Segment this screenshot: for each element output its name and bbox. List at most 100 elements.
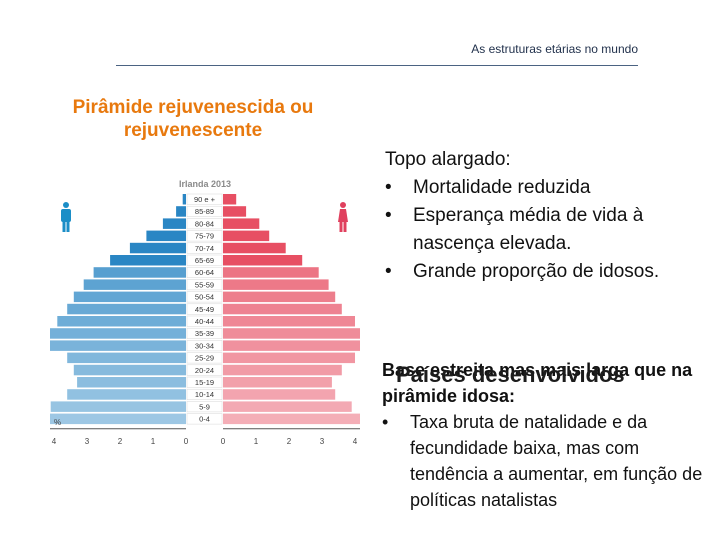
age-label-box: [186, 218, 223, 230]
female-bar: [223, 377, 332, 388]
female-bar: [223, 230, 270, 242]
age-group-label: 30-34: [195, 341, 214, 350]
header-divider: [116, 65, 638, 66]
bullet-icon: •: [385, 261, 392, 282]
age-label-box: [186, 364, 223, 376]
age-group-label: 10-14: [195, 390, 214, 399]
female-bar: [223, 328, 369, 339]
male-bar: [83, 279, 186, 290]
female-bar: [223, 218, 260, 229]
male-bar: [67, 389, 186, 400]
x-tick-label: 4: [52, 437, 57, 446]
male-bar: [73, 291, 186, 303]
female-bar: [223, 206, 247, 217]
age-label-box: [186, 291, 223, 303]
age-group-label: 55-59: [195, 280, 214, 289]
box1-bullet: Esperança média de vida à nascença eleva…: [413, 205, 644, 254]
female-bar: [223, 352, 355, 364]
box1-heading: Topo alargado:: [385, 149, 511, 170]
female-bar: [223, 389, 336, 400]
female-bar: [223, 316, 355, 327]
age-label-box: [186, 352, 223, 364]
female-bar: [223, 242, 286, 254]
section-title: Pirâmide rejuvenescida ou rejuvenescente: [72, 97, 314, 141]
x-tick-label: 3: [320, 437, 325, 446]
bullet-icon: •: [385, 205, 392, 226]
female-bar: [223, 340, 385, 351]
male-bar: [67, 352, 186, 364]
age-group-label: 0-4: [199, 415, 210, 424]
overlap-title: Países desenvolvidos: [396, 362, 625, 387]
unit-label: %: [54, 418, 61, 427]
male-bar: [67, 303, 186, 315]
x-tick-label: 2: [118, 437, 123, 446]
male-bar: [57, 316, 186, 327]
age-group-label: 85-89: [195, 207, 214, 216]
characteristics-box-top: Topo alargado: • Mortalidade reduzida • …: [385, 146, 715, 286]
pyramid-svg: Irlanda 2013 90 e + 85-89 80-84 75-79 70-74 6…: [19, 179, 391, 446]
age-group-label: 25-29: [195, 354, 214, 363]
age-group-label: 35-39: [195, 329, 214, 338]
bullet-icon: •: [385, 177, 392, 198]
female-bar: [223, 303, 342, 315]
box1-bullet: Grande proporção de idosos.: [413, 261, 660, 282]
list-item: • Mortalidade reduzida: [385, 174, 715, 202]
female-icon: [338, 202, 348, 232]
female-bar: [223, 291, 336, 303]
male-bar: [176, 206, 186, 217]
male-bar: [93, 267, 186, 278]
age-label-box: [186, 376, 223, 388]
age-label-box: [186, 242, 223, 254]
age-group-label: 15-19: [195, 378, 214, 387]
male-bar: [129, 242, 186, 254]
male-bar: [162, 218, 186, 229]
x-tick-label: 1: [254, 437, 259, 446]
age-label-box: [186, 340, 223, 352]
list-item: • Taxa bruta de natalidade e da fecundid…: [382, 409, 717, 513]
age-group-label: 40-44: [195, 317, 214, 326]
x-tick-label: 3: [85, 437, 90, 446]
male-bar: [182, 194, 186, 205]
female-bar: [223, 413, 362, 425]
age-group-label: 75-79: [195, 232, 214, 241]
male-bar: [110, 255, 186, 266]
age-group-label: 5-9: [199, 402, 210, 411]
bullet-icon: •: [382, 412, 389, 432]
age-label-box: [186, 388, 223, 400]
male-bar: [47, 328, 187, 339]
age-label-box: [186, 279, 223, 291]
age-label-box: [186, 193, 223, 205]
age-label-box: [186, 230, 223, 242]
female-bar: [223, 267, 319, 278]
box2-heading: Base estreita mas mais larga que na pirâ…: [382, 360, 693, 406]
box2-bullet: Taxa bruta de natalidade e da fecundidad…: [410, 412, 703, 510]
chart-title: Irlanda 2013: [179, 179, 231, 189]
age-group-label: 90 e +: [194, 195, 216, 204]
age-label-box: [186, 254, 223, 266]
female-bar: [223, 194, 237, 205]
male-bar: [40, 340, 186, 351]
male-bar: [77, 377, 186, 388]
list-item: • Esperança média de vida à nascença ele…: [385, 202, 715, 258]
female-bar: [223, 364, 342, 376]
age-label-box: [186, 303, 223, 315]
age-group-label: 70-74: [195, 244, 214, 253]
age-label-box: [186, 327, 223, 339]
age-label-box: [186, 413, 223, 425]
age-group-label: 80-84: [195, 219, 214, 228]
female-bar: [223, 255, 303, 266]
box1-bullet: Mortalidade reduzida: [413, 177, 591, 198]
age-label-box: [186, 266, 223, 278]
age-group-label: 45-49: [195, 305, 214, 314]
age-group-label: 20-24: [195, 366, 214, 375]
female-bar: [223, 401, 352, 412]
female-bar: [223, 279, 329, 290]
x-tick-label: 4: [353, 437, 358, 446]
x-tick-label: 0: [221, 437, 226, 446]
x-tick-label: 2: [287, 437, 292, 446]
age-label-box: [186, 205, 223, 217]
population-pyramid-chart: Irlanda 2013 90 e + 85-89 80-84 75-79 70-74 6…: [19, 172, 391, 462]
age-label-box: [186, 315, 223, 327]
age-group-label: 60-64: [195, 268, 214, 277]
male-icon: [61, 202, 71, 232]
